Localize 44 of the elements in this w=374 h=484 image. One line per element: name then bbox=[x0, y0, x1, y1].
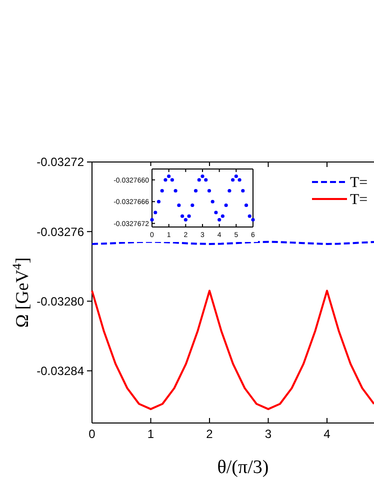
y-tick-label: -0.03280 bbox=[36, 294, 84, 308]
point bbox=[241, 188, 245, 193]
point bbox=[220, 214, 224, 218]
line-series bbox=[91, 290, 374, 410]
point bbox=[160, 188, 164, 193]
point bbox=[180, 214, 184, 218]
point bbox=[154, 210, 158, 214]
x-tick-label: 1 bbox=[147, 427, 154, 441]
point bbox=[174, 188, 178, 193]
point bbox=[251, 218, 255, 222]
point bbox=[214, 210, 218, 214]
point bbox=[248, 214, 252, 218]
point bbox=[190, 203, 194, 208]
point bbox=[187, 214, 191, 218]
point bbox=[164, 178, 168, 182]
point bbox=[231, 178, 235, 182]
point bbox=[200, 174, 204, 178]
point bbox=[184, 218, 188, 222]
point bbox=[167, 174, 171, 178]
x-tick-label: 0 bbox=[88, 427, 96, 441]
point bbox=[204, 178, 208, 182]
point bbox=[170, 178, 174, 182]
point bbox=[244, 203, 248, 208]
point bbox=[150, 218, 154, 222]
point bbox=[210, 200, 214, 204]
x-tick-label: 3 bbox=[264, 427, 272, 441]
legend-label: T= bbox=[350, 192, 368, 208]
y-tick-label: -0.03272 bbox=[36, 155, 84, 170]
point bbox=[197, 178, 201, 182]
x-axis-title: θ/(π/3) bbox=[217, 457, 269, 478]
point bbox=[156, 200, 161, 204]
y-tick-label: -0.03276 bbox=[36, 224, 84, 239]
legend-label: T= bbox=[350, 175, 368, 191]
point bbox=[177, 203, 181, 208]
x-tick-label: 2 bbox=[206, 427, 214, 441]
point bbox=[238, 178, 242, 182]
point bbox=[218, 218, 222, 222]
point bbox=[234, 174, 238, 178]
point bbox=[224, 203, 228, 208]
point bbox=[207, 188, 212, 193]
point bbox=[228, 188, 232, 193]
point bbox=[194, 188, 198, 193]
y-tick-label: -0.03284 bbox=[36, 364, 84, 378]
x-tick-label: 4 bbox=[324, 427, 331, 441]
